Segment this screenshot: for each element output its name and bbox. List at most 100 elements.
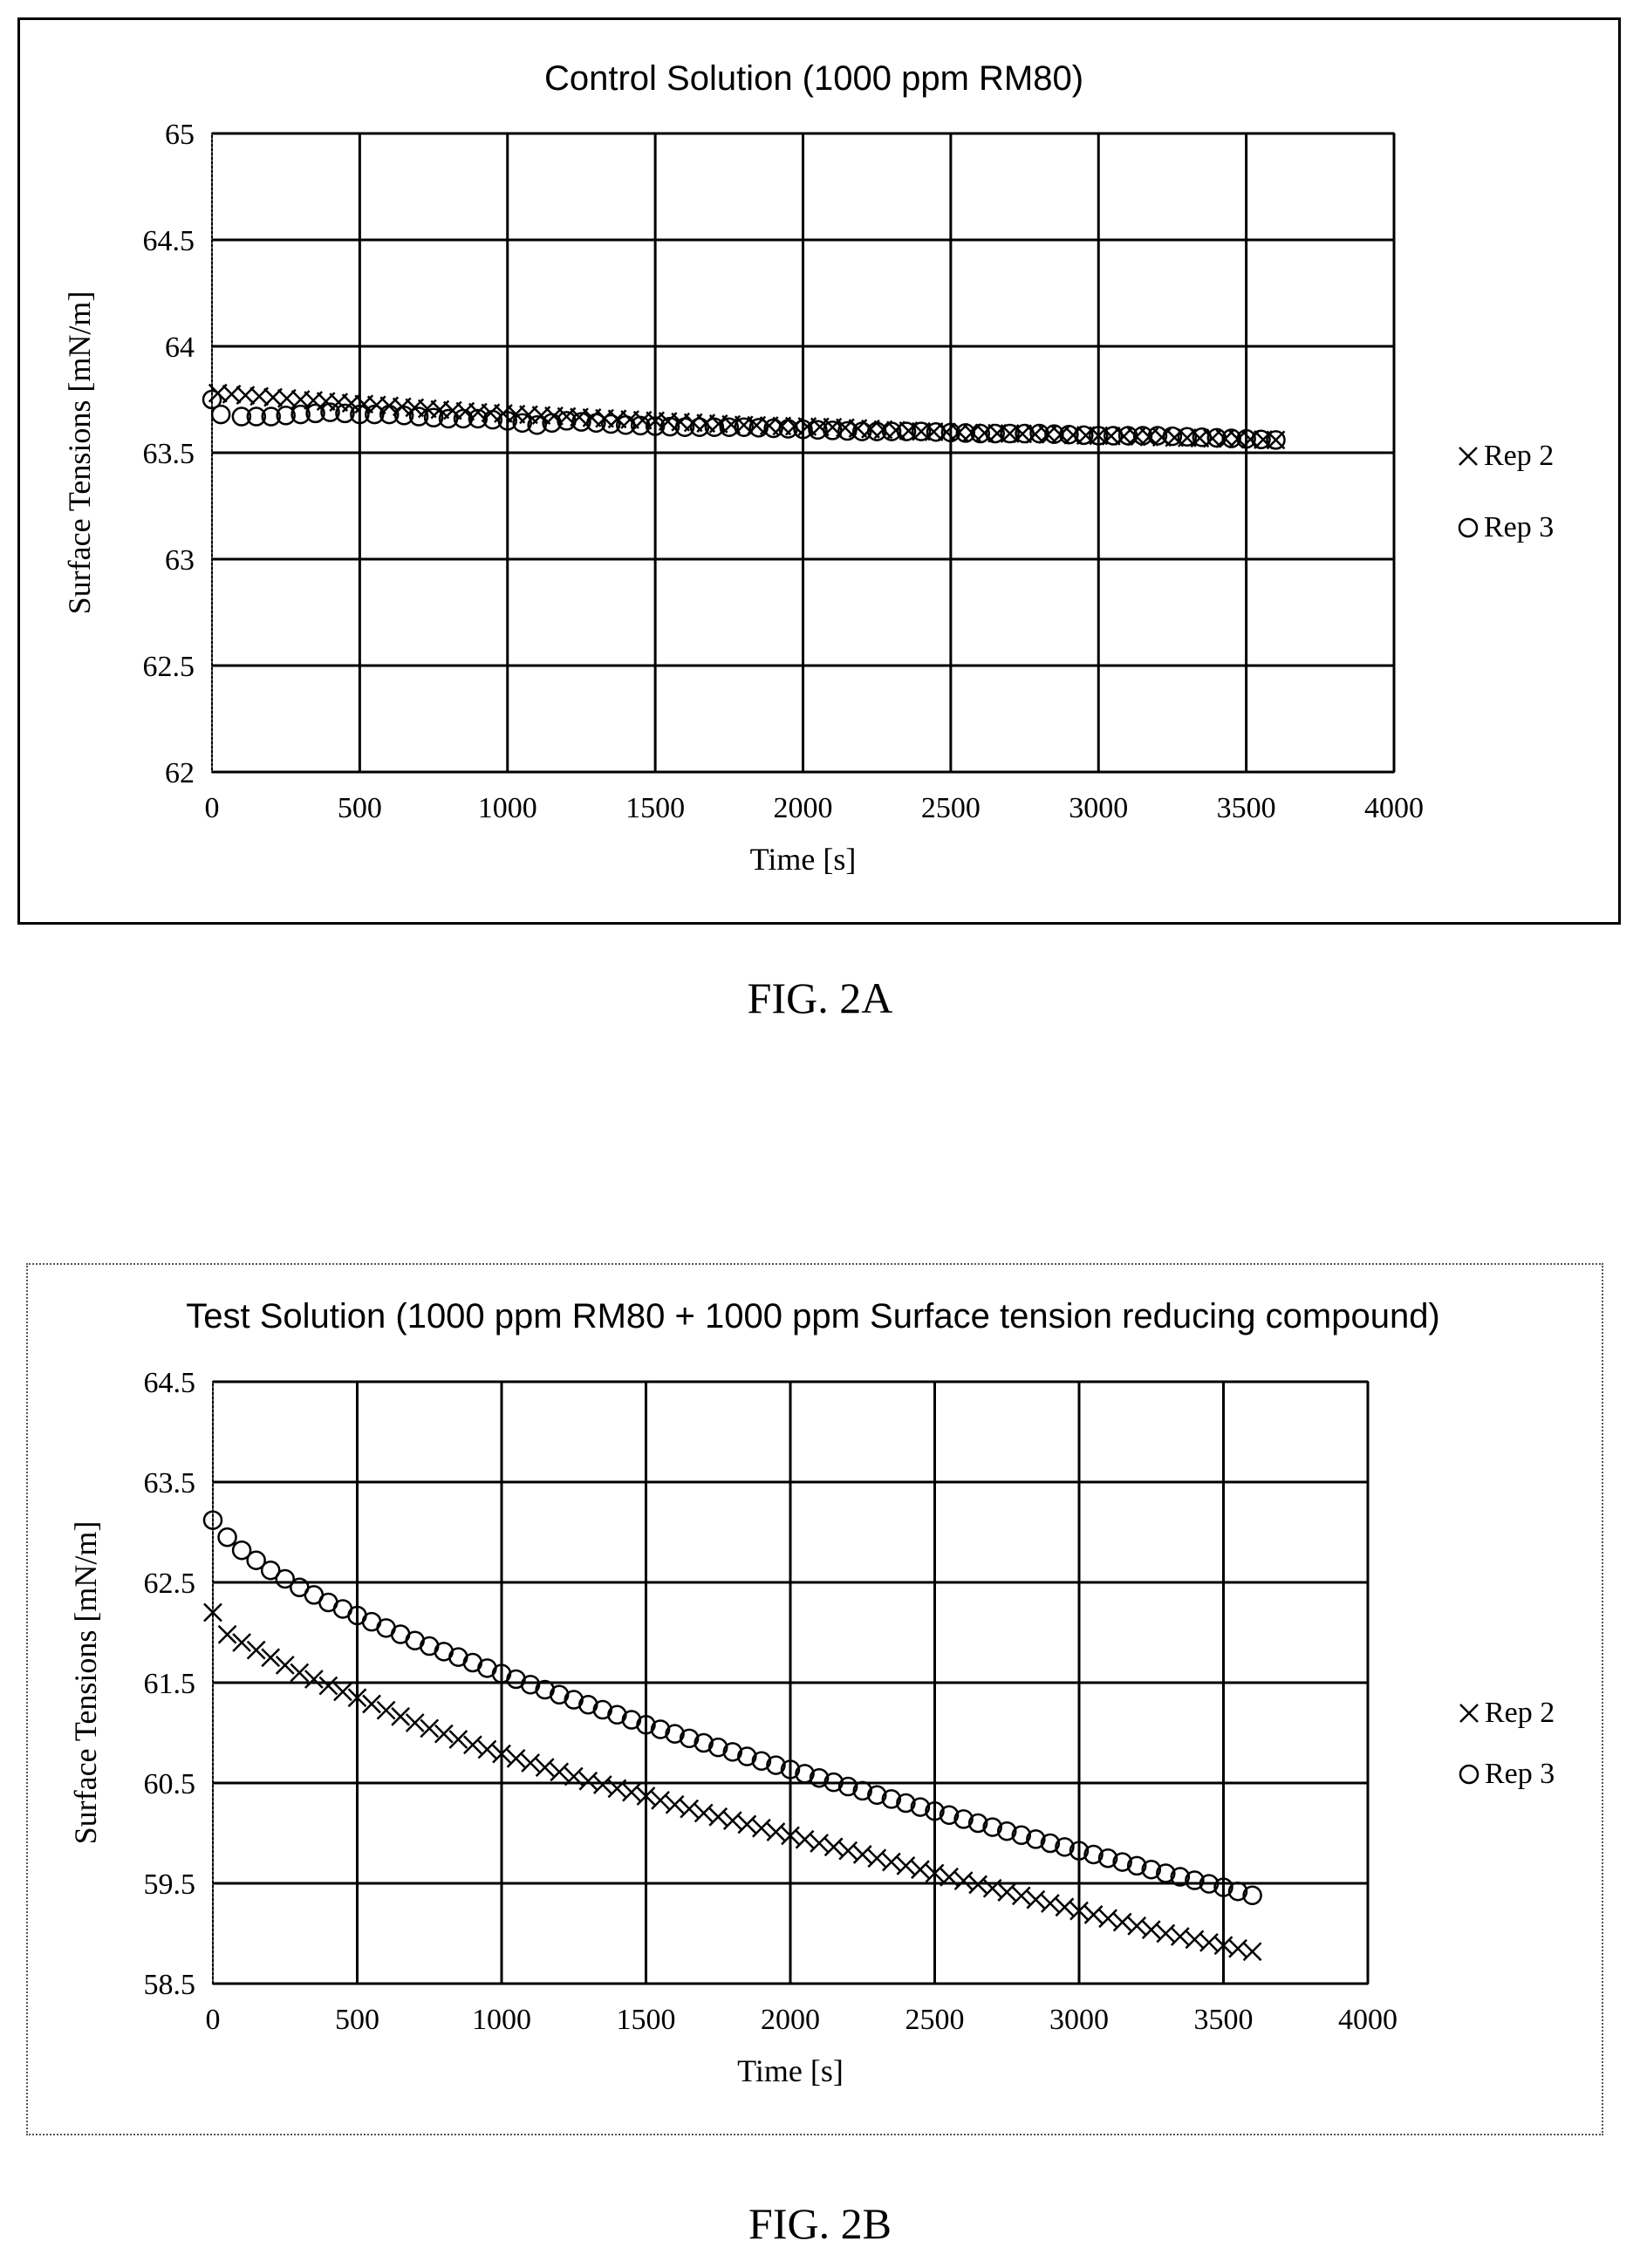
data-point-interpolated (997, 1821, 1017, 1841)
data-point (290, 1663, 310, 1683)
data-point-interpolated (420, 1718, 440, 1739)
data-point-interpolated (1177, 427, 1198, 447)
x-tick-label: 1000 (478, 792, 537, 824)
data-point (1213, 1877, 1233, 1897)
x-tick-label: 3500 (1217, 792, 1276, 824)
y-tick-label: 59.5 (144, 1868, 196, 1901)
data-point-interpolated (275, 1568, 295, 1589)
data-point (520, 1675, 541, 1695)
data-point-interpolated (708, 1807, 728, 1827)
series-rep-2 (208, 383, 1286, 450)
data-point-interpolated (955, 423, 976, 443)
data-point (1242, 1885, 1262, 1906)
data-point-interpolated (512, 413, 532, 434)
y-tick-label: 62.5 (144, 1568, 196, 1600)
data-point-interpolated (689, 417, 710, 437)
data-point (1089, 426, 1109, 446)
y-tick-label: 60.5 (144, 1768, 196, 1800)
data-point-interpolated (535, 1758, 555, 1778)
data-point-interpolated (376, 1700, 396, 1720)
data-point-interpolated (1199, 1874, 1220, 1894)
data-point (405, 1713, 425, 1732)
data-point-interpolated (778, 419, 798, 439)
data-point-interpolated (391, 1706, 411, 1726)
data-point (636, 1786, 656, 1806)
x-tick-label: 1500 (617, 2004, 676, 2036)
data-point (1040, 1833, 1061, 1854)
series-rep-3 (202, 1510, 1262, 1906)
data-point-interpolated (837, 1776, 858, 1797)
data-point-interpolated (659, 416, 680, 437)
data-point-interpolated (305, 403, 325, 424)
data-point (1266, 430, 1286, 450)
data-point-interpolated (607, 1779, 627, 1799)
data-point-interpolated (852, 1845, 872, 1864)
data-point-interpolated (542, 413, 562, 434)
data-point (1029, 423, 1049, 444)
data-point-interpolated (362, 1694, 381, 1714)
data-point (557, 411, 577, 431)
data-point-interpolated (1141, 1859, 1161, 1880)
data-point (1097, 1848, 1118, 1868)
data-point (290, 404, 311, 425)
data-point-interpolated (1083, 1844, 1104, 1865)
x-tick-label: 3000 (1069, 792, 1128, 824)
data-point-interpolated (866, 421, 887, 441)
data-point (379, 404, 400, 425)
data-point-interpolated (482, 409, 503, 430)
y-tick-label: 58.5 (144, 1969, 196, 2001)
data-point-interpolated (896, 421, 917, 441)
legend-label: Rep 2 (1484, 440, 1554, 472)
x-tick-label: 2000 (774, 792, 833, 824)
data-point-interpolated (1015, 423, 1035, 444)
data-point (852, 421, 872, 441)
legend-label: Rep 2 (1485, 1697, 1555, 1729)
data-point (636, 1715, 656, 1735)
x-tick-label: 2500 (905, 2004, 965, 2036)
legend-marker (1459, 447, 1478, 466)
data-point-interpolated (246, 1640, 266, 1660)
data-point-interpolated (564, 1766, 584, 1786)
chart-control-solution: Control Solution (1000 ppm RM80) 0 500 1000… (17, 17, 1621, 925)
data-point (527, 415, 547, 435)
x-tick-label: 1000 (472, 2004, 531, 2036)
x-tick-label: 1500 (625, 792, 685, 824)
data-point (217, 1624, 237, 1644)
y-axis-label: Surface Tensions [mN/m] (68, 1521, 103, 1845)
data-point-interpolated (665, 1794, 685, 1814)
data-point-interpolated (621, 1710, 642, 1730)
data-point-interpolated (1170, 1867, 1191, 1887)
data-point-interpolated (549, 1684, 570, 1705)
data-point-interpolated (477, 1739, 497, 1759)
data-point-interpolated (985, 423, 1005, 444)
data-point-interpolated (967, 1813, 988, 1834)
data-point (320, 402, 340, 422)
data-point-interpolated (808, 420, 828, 441)
data-point (1147, 426, 1168, 446)
data-point-interpolated (1117, 426, 1138, 446)
data-point-interpolated (737, 1814, 757, 1834)
data-point-interpolated (246, 406, 267, 427)
data-point-interpolated (823, 1772, 844, 1793)
data-point-interpolated (704, 417, 725, 437)
data-point-interpolated (423, 407, 444, 427)
data-point (231, 406, 252, 427)
data-point-interpolated (550, 1762, 570, 1782)
data-point-interpolated (837, 420, 858, 441)
data-point-interpolated (1228, 1938, 1247, 1958)
x-tick-label: 0 (206, 2004, 221, 2036)
data-point-interpolated (1112, 1912, 1132, 1932)
y-tick-label: 62.5 (143, 651, 195, 683)
data-point (497, 411, 517, 431)
data-point-interpolated (719, 417, 740, 437)
y-tick-label: 61.5 (144, 1668, 196, 1700)
data-point-interpolated (535, 1679, 555, 1700)
data-point (231, 1540, 252, 1561)
x-tick-label: 2500 (921, 792, 981, 824)
data-point (911, 421, 932, 441)
data-point-interpolated (896, 1793, 916, 1814)
x-tick-label: 500 (335, 2004, 379, 2036)
data-point (694, 1803, 714, 1823)
legend-marker (1458, 517, 1479, 538)
data-point-interpolated (1112, 1852, 1132, 1872)
